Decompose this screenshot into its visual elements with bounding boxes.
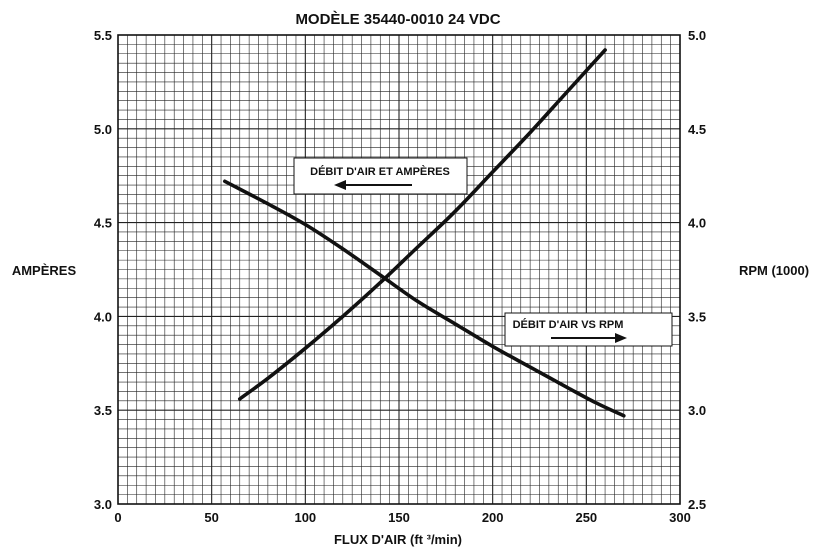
x-tick-label: 50	[204, 510, 218, 525]
annotation-rpm: DÉBIT D'AIR VS RPM	[504, 312, 673, 347]
y2-tick-label: 2.5	[688, 497, 706, 512]
series-line-rpm	[238, 48, 607, 401]
x-tick-label: 200	[482, 510, 504, 525]
tick-labels: 0 50 100 150 200 250 300 3.0 3.5 4.0 4.5 5.0 5.5 2.5 3…	[94, 28, 706, 525]
x-tick-label: 150	[388, 510, 410, 525]
y2-tick-label: 3.0	[688, 403, 706, 418]
y-tick-label: 5.5	[94, 28, 112, 43]
annotation-amps-text: DÉBIT D'AIR ET AMPÈRES	[310, 165, 450, 178]
x-tick-label: 250	[575, 510, 597, 525]
x-tick-label: 0	[114, 510, 121, 525]
series-line-amperes	[223, 179, 626, 418]
y2-tick-label: 4.5	[688, 122, 706, 137]
annotation-rpm-box	[504, 312, 673, 347]
x-tick-label: 300	[669, 510, 691, 525]
chart-title: MODÈLE 35440-0010 24 VDC	[295, 11, 500, 28]
annotation-amps-arrowhead	[334, 180, 346, 190]
y-tick-label: 5.0	[94, 122, 112, 137]
y2-tick-label: 3.5	[688, 309, 706, 324]
annotation-amps: DÉBIT D'AIR ET AMPÈRES	[293, 157, 468, 195]
annotation-amps-box	[293, 157, 468, 195]
y2-tick-label: 4.0	[688, 216, 706, 231]
x-axis-label: FLUX D'AIR (ft ³/min)	[334, 532, 462, 547]
grid	[118, 35, 680, 504]
series-group	[223, 48, 626, 418]
annotation-rpm-arrowhead	[615, 333, 627, 343]
y-tick-label: 3.5	[94, 403, 112, 418]
y-axis-label: AMPÈRES	[12, 263, 77, 278]
y2-tick-label: 5.0	[688, 28, 706, 43]
y-tick-label: 4.5	[94, 216, 112, 231]
y-tick-label: 4.0	[94, 309, 112, 324]
y-tick-label: 3.0	[94, 497, 112, 512]
plot-frame	[117, 34, 681, 505]
x-tick-label: 100	[294, 510, 316, 525]
y2-axis-label: RPM (1000)	[739, 263, 809, 278]
annotation-rpm-text: DÉBIT D'AIR VS RPM	[513, 318, 624, 331]
